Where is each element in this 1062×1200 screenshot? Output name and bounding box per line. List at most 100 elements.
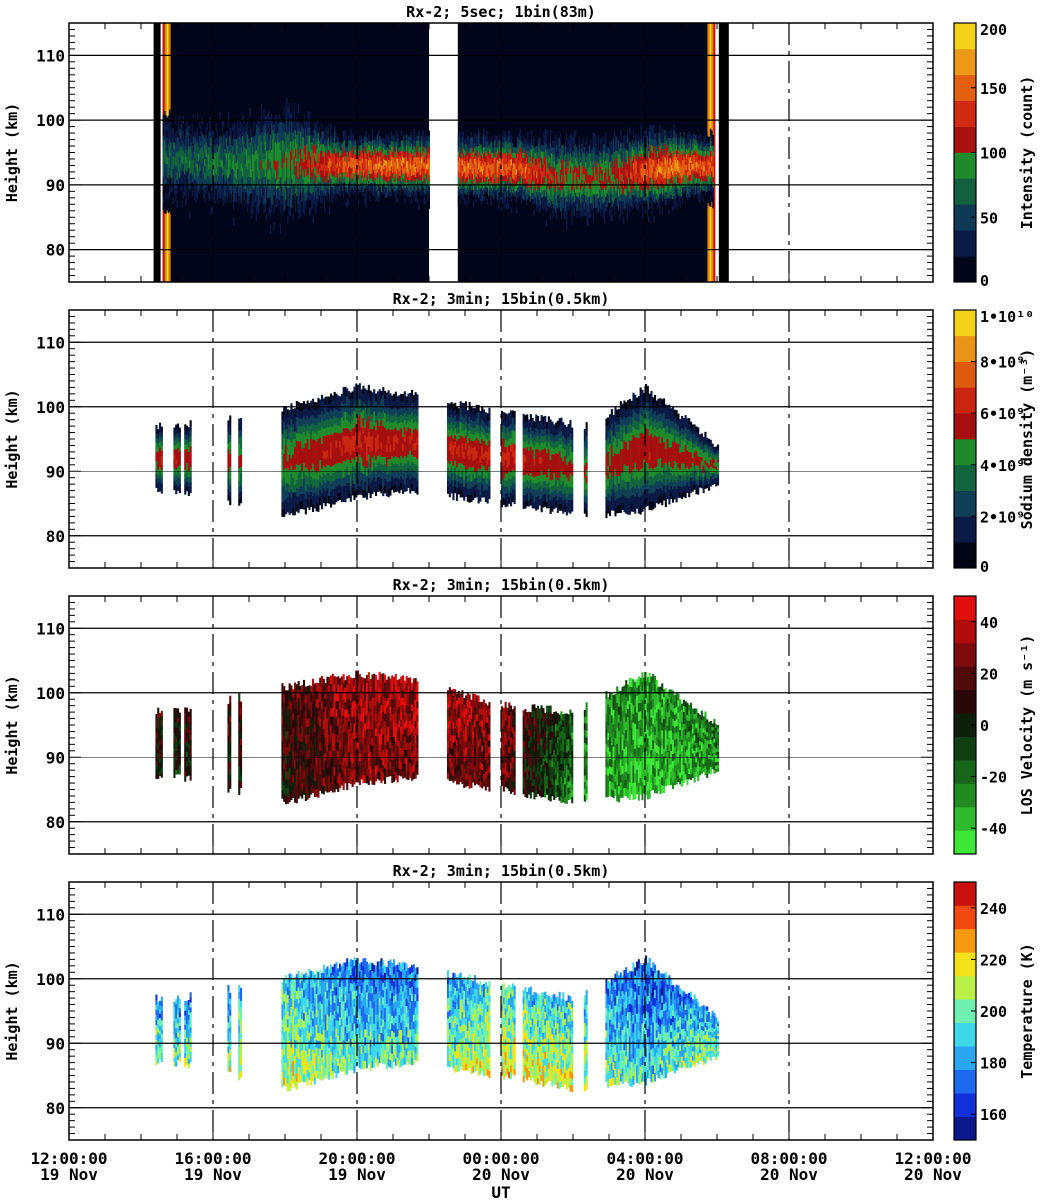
data-cell xyxy=(189,124,191,132)
data-cell xyxy=(176,151,179,159)
data-cell xyxy=(244,221,247,231)
data-cell xyxy=(226,169,229,179)
data-cell xyxy=(267,188,269,199)
data-cell xyxy=(231,123,234,131)
data-cell xyxy=(356,157,359,163)
data-cell xyxy=(202,174,205,183)
data-cell xyxy=(181,118,184,126)
data-cell xyxy=(196,163,199,171)
data-cell xyxy=(187,197,190,205)
data-cell xyxy=(341,147,344,153)
data-cell xyxy=(350,167,352,174)
data-cell xyxy=(225,137,228,146)
data-cell xyxy=(362,180,365,187)
data-cell xyxy=(200,207,202,216)
data-cell xyxy=(204,137,206,145)
data-cell xyxy=(316,177,318,185)
data-cell xyxy=(350,201,352,208)
data-cell xyxy=(349,186,351,192)
data-cell xyxy=(201,196,204,204)
data-cell xyxy=(328,164,331,171)
data-cell xyxy=(279,195,282,206)
data-cell xyxy=(175,159,177,167)
data-cell xyxy=(274,169,277,180)
data-cell xyxy=(283,143,286,153)
data-cell xyxy=(340,159,342,165)
data-cell xyxy=(218,160,220,169)
data-cell xyxy=(189,145,191,154)
data-cell xyxy=(366,153,369,160)
data-cell xyxy=(194,123,196,131)
data-cell xyxy=(267,141,269,152)
data-cell xyxy=(428,163,431,170)
data-cell xyxy=(236,200,239,209)
data-cell xyxy=(189,160,191,168)
data-cell xyxy=(176,207,179,216)
data-cell xyxy=(221,152,224,161)
data-cell xyxy=(206,198,209,207)
data-cell xyxy=(381,156,384,162)
data-cell xyxy=(259,135,262,144)
data-cell xyxy=(207,168,210,177)
data-cell xyxy=(317,200,320,208)
data-cell xyxy=(167,164,170,172)
data-cell xyxy=(306,199,308,209)
data-cell xyxy=(350,151,352,157)
data-cell xyxy=(371,167,374,174)
data-cell xyxy=(165,136,167,144)
data-cell xyxy=(391,167,394,173)
data-cell xyxy=(264,132,267,142)
data-cell xyxy=(344,176,346,183)
data-cell xyxy=(394,136,396,142)
data-cell xyxy=(311,119,313,128)
data-cell xyxy=(267,160,269,170)
data-cell xyxy=(235,186,238,195)
data-cell xyxy=(299,114,302,124)
data-cell xyxy=(225,212,228,220)
data-cell xyxy=(345,171,347,177)
data-cell xyxy=(323,134,326,141)
data-cell xyxy=(286,167,288,178)
data-cell xyxy=(292,159,294,169)
data-cell xyxy=(199,208,201,216)
data-cell xyxy=(175,173,177,181)
data-cell xyxy=(342,167,345,173)
data-cell xyxy=(205,149,207,158)
data-cell xyxy=(170,141,172,150)
data-cell xyxy=(199,172,201,180)
data-cell xyxy=(223,119,225,128)
data-cell xyxy=(189,211,191,219)
data-cell xyxy=(380,149,383,155)
data-cell xyxy=(402,156,404,162)
data-cell xyxy=(244,172,247,181)
data-cell xyxy=(351,192,354,198)
data-cell xyxy=(231,115,234,124)
data-cell xyxy=(307,150,310,160)
data-cell xyxy=(215,166,218,175)
data-cell xyxy=(252,196,254,206)
data-cell xyxy=(388,175,390,181)
data-cell xyxy=(276,189,278,199)
data-cell xyxy=(236,176,239,186)
data-cell xyxy=(308,167,311,177)
data-cell xyxy=(166,203,168,211)
data-cell xyxy=(281,149,283,159)
data-cell xyxy=(316,170,318,178)
data-cell xyxy=(206,175,209,184)
data-cell xyxy=(214,117,216,125)
data-cell xyxy=(361,133,364,139)
data-cell xyxy=(370,141,373,147)
data-cell xyxy=(287,133,289,144)
data-cell xyxy=(284,199,287,210)
data-cell xyxy=(388,164,390,171)
data-cell xyxy=(302,221,305,230)
data-cell xyxy=(173,149,176,158)
data-cell xyxy=(238,135,240,145)
data-cell xyxy=(259,169,262,178)
data-cell xyxy=(173,120,176,129)
data-cell xyxy=(163,125,166,134)
data-cell xyxy=(239,144,242,154)
data-cell xyxy=(233,217,235,226)
data-cell xyxy=(190,141,192,150)
data-cell xyxy=(247,151,249,161)
